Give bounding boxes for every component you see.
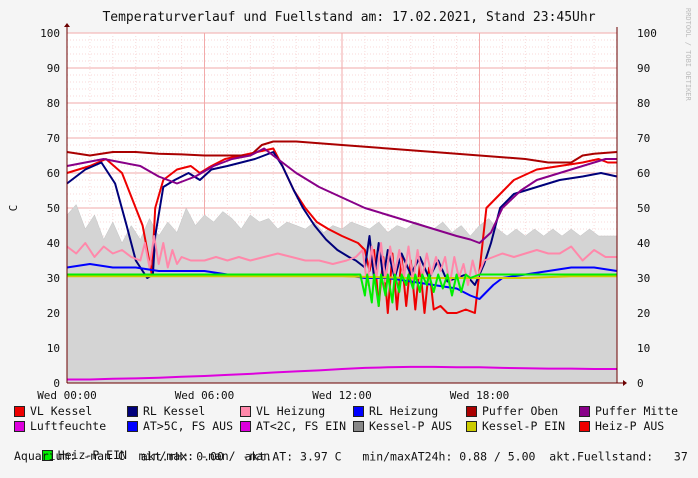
legend-label: AT<2C, FS EIN xyxy=(256,419,347,433)
y-tick-label: 70 xyxy=(47,132,60,145)
y-tick-label-right: 40 xyxy=(637,237,650,250)
legend-label: RL Heizung xyxy=(369,404,439,418)
y-tick-label-right: 80 xyxy=(637,97,650,110)
y-tick-label-right: 90 xyxy=(637,62,650,75)
legend-item-rl-heizung: RL Heizung xyxy=(353,404,466,418)
legend-item-vl-kessel: VL Kessel xyxy=(14,404,127,418)
series-heiz-p-ein xyxy=(67,273,617,307)
legend-swatch xyxy=(14,420,25,432)
y-tick-label: 30 xyxy=(47,272,60,285)
legend-item-heiz-p-aus: Heiz-P AUS xyxy=(579,419,692,433)
legend-label: Luftfeuchte xyxy=(30,419,107,433)
y-tick-label-right: 20 xyxy=(637,307,650,320)
legend-swatch xyxy=(14,405,25,417)
y-axis-label: C xyxy=(7,205,20,212)
y-tick-label: 80 xyxy=(47,97,60,110)
legend-label: RL Kessel xyxy=(143,404,206,418)
legend-swatch xyxy=(127,420,138,432)
y-tick-label: 50 xyxy=(47,202,60,215)
legend-label: Heiz-P AUS xyxy=(595,419,665,433)
legend-swatch xyxy=(240,420,251,432)
series-luftfeuchte xyxy=(67,365,617,381)
legend-item-at-2c-fs-ein: AT<2C, FS EIN xyxy=(240,419,353,433)
legend-swatch xyxy=(353,405,364,417)
legend-item-rl-kessel: RL Kessel xyxy=(127,404,240,418)
legend-row-2: Luftfeuchte AT>5C, FS AUS AT<2C, FS EIN Kes… xyxy=(14,419,692,435)
legend-item-puffer-mitte: Puffer Mitte xyxy=(579,404,692,418)
legend-item-kessel-p-aus: Kessel-P AUS xyxy=(353,419,466,433)
y-tick-label-right: 0 xyxy=(637,377,644,390)
aquarium-readout: Aquarium: -nan C min/max: -nan/ -nan xyxy=(14,449,271,463)
x-tick-label: Wed 18:00 xyxy=(450,389,510,402)
x-tick-label: Wed 06:00 xyxy=(175,389,235,402)
series-rl-heizung xyxy=(66,263,618,300)
y-tick-label-right: 30 xyxy=(637,272,650,285)
legend-label: Kessel-P EIN xyxy=(482,419,566,433)
y-tick-label-right: 70 xyxy=(637,132,650,145)
legend-label: Puffer Oben xyxy=(482,404,559,418)
y-tick-label: 100 xyxy=(40,27,60,40)
x-tick-label: Wed 12:00 xyxy=(312,389,372,402)
chart-title: Temperaturverlauf und Fuellstand am: 17.… xyxy=(102,10,595,25)
y-tick-label: 0 xyxy=(53,377,60,390)
legend-row-1: VL Kessel RL Kessel VL Heizung RL Heizung Pu… xyxy=(14,404,692,420)
legend-row-3: Heiz-P EIN akt.rH: 0.00 akt.AT: 3.97 C m… xyxy=(14,434,688,478)
y-tick-label: 10 xyxy=(47,342,60,355)
y-tick-label-right: 60 xyxy=(637,167,650,180)
x-axis-arrow xyxy=(623,380,627,386)
legend-label: Heiz-P EIN xyxy=(57,448,127,462)
legend-swatch xyxy=(466,405,477,417)
legend-item-at-5c-fs-aus: AT>5C, FS AUS xyxy=(127,419,240,433)
y-axis-arrow xyxy=(64,23,70,27)
x-tick-label: Wed 00:00 xyxy=(37,389,97,402)
legend-item-vl-heizung: VL Heizung xyxy=(240,404,353,418)
legend-swatch xyxy=(127,405,138,417)
series-puffer-mitte xyxy=(66,147,617,244)
legend-swatch xyxy=(579,405,590,417)
y-tick-label: 40 xyxy=(47,237,60,250)
legend-swatch xyxy=(353,420,364,432)
y-tick-label: 60 xyxy=(47,167,60,180)
legend-item-kessel-p-ein: Kessel-P EIN xyxy=(466,419,579,433)
legend-label: AT>5C, FS AUS xyxy=(143,419,234,433)
series-kessel-p-ein xyxy=(67,275,617,279)
legend-swatch xyxy=(466,420,477,432)
legend-label: VL Heizung xyxy=(256,404,326,418)
legend-label: Puffer Mitte xyxy=(595,404,679,418)
y-tick-label-right: 10 xyxy=(637,342,650,355)
legend-item-puffer-oben: Puffer Oben xyxy=(466,404,579,418)
series-puffer-oben xyxy=(66,140,618,164)
y-tick-label-right: 100 xyxy=(637,27,657,40)
legend-swatch xyxy=(240,405,251,417)
status-readout: akt.rH: 0.00 akt.AT: 3.97 C min/maxAT24h… xyxy=(140,449,688,464)
legend-item-heiz-p-ein: Heiz-P EIN xyxy=(41,448,127,462)
legend-swatch xyxy=(579,420,590,432)
y-tick-label-right: 50 xyxy=(637,202,650,215)
legend-item-luftfeuchte: Luftfeuchte xyxy=(14,419,127,433)
y-tick-label: 20 xyxy=(47,307,60,320)
watermark: RRDTOOL / TOBI OETIKER xyxy=(684,8,692,102)
humidity-area xyxy=(66,204,618,384)
legend-label: VL Kessel xyxy=(30,404,93,418)
y-tick-label: 90 xyxy=(47,62,60,75)
legend-swatch xyxy=(41,449,53,461)
legend-label: Kessel-P AUS xyxy=(369,419,453,433)
